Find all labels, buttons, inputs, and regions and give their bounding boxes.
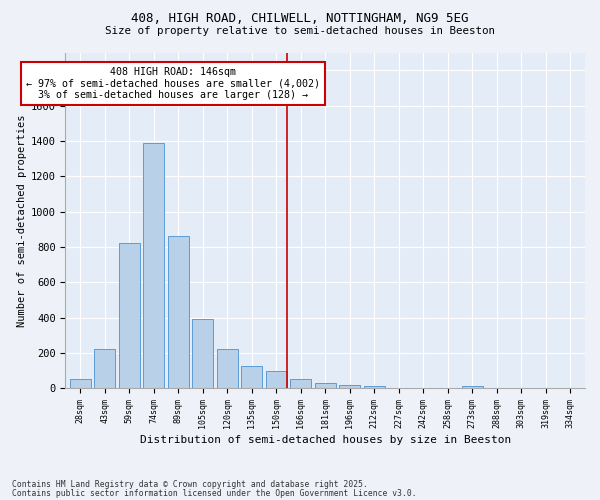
Text: Contains HM Land Registry data © Crown copyright and database right 2025.: Contains HM Land Registry data © Crown c… [12,480,368,489]
X-axis label: Distribution of semi-detached houses by size in Beeston: Distribution of semi-detached houses by … [140,435,511,445]
Bar [193,318,213,388]
Text: 408, HIGH ROAD, CHILWELL, NOTTINGHAM, NG9 5EG: 408, HIGH ROAD, CHILWELL, NOTTINGHAM, NG… [131,12,469,26]
Bar [119,244,140,388]
Bar [70,380,91,388]
Bar [315,383,335,388]
Text: Contains public sector information licensed under the Open Government Licence v3: Contains public sector information licen… [12,489,416,498]
Y-axis label: Number of semi-detached properties: Number of semi-detached properties [17,114,26,326]
Bar [266,370,287,388]
Bar [462,386,482,388]
Text: Size of property relative to semi-detached houses in Beeston: Size of property relative to semi-detach… [105,26,495,36]
Bar [94,350,115,389]
Bar [143,142,164,388]
Bar [364,386,385,388]
Bar [168,236,188,388]
Bar [290,380,311,388]
Text: 408 HIGH ROAD: 146sqm
← 97% of semi-detached houses are smaller (4,002)
3% of se: 408 HIGH ROAD: 146sqm ← 97% of semi-deta… [26,66,320,100]
Bar [340,385,360,388]
Bar [241,366,262,388]
Bar [217,350,238,389]
